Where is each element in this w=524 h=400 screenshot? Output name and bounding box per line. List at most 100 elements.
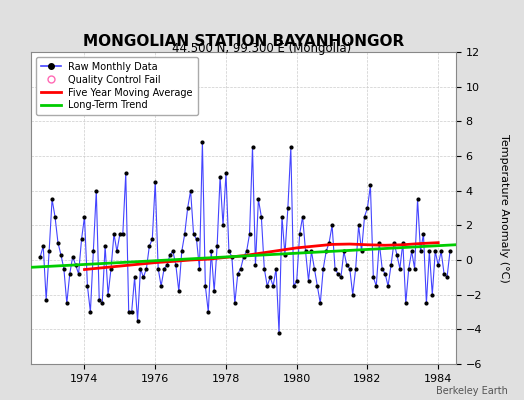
Point <box>428 292 436 298</box>
Point <box>145 243 154 249</box>
Point <box>343 262 351 268</box>
Point <box>172 262 180 268</box>
Point <box>346 266 354 272</box>
Point <box>192 236 201 242</box>
Point <box>366 182 375 189</box>
Point <box>372 283 380 289</box>
Point <box>328 222 336 228</box>
Point <box>74 271 83 277</box>
Point <box>210 288 219 294</box>
Point <box>130 274 139 280</box>
Point <box>446 248 454 254</box>
Point <box>139 274 148 280</box>
Point <box>222 170 230 176</box>
Point <box>422 300 431 306</box>
Point <box>225 248 233 254</box>
Text: 44.500 N, 99.300 E (Mongolia): 44.500 N, 99.300 E (Mongolia) <box>172 42 352 55</box>
Point <box>275 330 283 336</box>
Point <box>401 300 410 306</box>
Point <box>122 170 130 176</box>
Point <box>281 252 289 258</box>
Point <box>236 266 245 272</box>
Point <box>290 283 298 289</box>
Point <box>169 248 177 254</box>
Point <box>154 266 162 272</box>
Point <box>148 236 157 242</box>
Point <box>136 266 145 272</box>
Point <box>36 253 45 260</box>
Point <box>319 266 328 272</box>
Point <box>243 248 251 254</box>
Point <box>231 300 239 306</box>
Point <box>48 196 56 202</box>
Point <box>187 188 195 194</box>
Point <box>104 292 112 298</box>
Point <box>166 252 174 258</box>
Point <box>413 196 422 202</box>
Point <box>278 214 286 220</box>
Point <box>425 248 433 254</box>
Point <box>260 266 268 272</box>
Point <box>331 266 339 272</box>
Point <box>157 283 166 289</box>
Point <box>440 271 448 277</box>
Point <box>299 214 307 220</box>
Point <box>283 205 292 211</box>
Point <box>416 248 424 254</box>
Point <box>410 266 419 272</box>
Point <box>337 274 345 280</box>
Point <box>431 248 440 254</box>
Point <box>408 248 416 254</box>
Point <box>86 309 94 315</box>
Point <box>307 248 315 254</box>
Point <box>437 248 445 254</box>
Point <box>443 274 451 280</box>
Point <box>322 248 331 254</box>
Point <box>213 243 221 249</box>
Point <box>127 309 136 315</box>
Point <box>45 248 53 254</box>
Point <box>198 139 206 145</box>
Point <box>219 222 227 228</box>
Point <box>180 231 189 237</box>
Point <box>348 292 357 298</box>
Point <box>163 262 171 268</box>
Point <box>381 271 389 277</box>
Point <box>95 297 103 303</box>
Point <box>62 300 71 306</box>
Point <box>151 179 159 185</box>
Point <box>375 240 384 246</box>
Point <box>296 231 304 237</box>
Text: Berkeley Earth: Berkeley Earth <box>436 386 508 396</box>
Point <box>396 266 404 272</box>
Point <box>60 266 68 272</box>
Title: MONGOLIAN STATION BAYANHONGOR: MONGOLIAN STATION BAYANHONGOR <box>83 34 405 50</box>
Point <box>125 309 133 315</box>
Point <box>54 240 62 246</box>
Point <box>110 231 118 237</box>
Point <box>390 240 398 246</box>
Point <box>71 262 80 268</box>
Point <box>292 278 301 284</box>
Point <box>183 205 192 211</box>
Point <box>272 266 280 272</box>
Point <box>160 266 168 272</box>
Point <box>369 274 378 280</box>
Point <box>57 252 65 258</box>
Point <box>266 274 275 280</box>
Point <box>352 266 360 272</box>
Point <box>107 266 115 272</box>
Point <box>304 278 313 284</box>
Point <box>178 248 186 254</box>
Point <box>434 262 442 268</box>
Legend: Raw Monthly Data, Quality Control Fail, Five Year Moving Average, Long-Term Tren: Raw Monthly Data, Quality Control Fail, … <box>36 57 198 115</box>
Point <box>301 248 310 254</box>
Point <box>257 214 266 220</box>
Point <box>101 243 110 249</box>
Point <box>354 222 363 228</box>
Point <box>98 300 106 306</box>
Point <box>399 240 407 246</box>
Point <box>69 253 77 260</box>
Point <box>239 253 248 260</box>
Point <box>313 283 322 289</box>
